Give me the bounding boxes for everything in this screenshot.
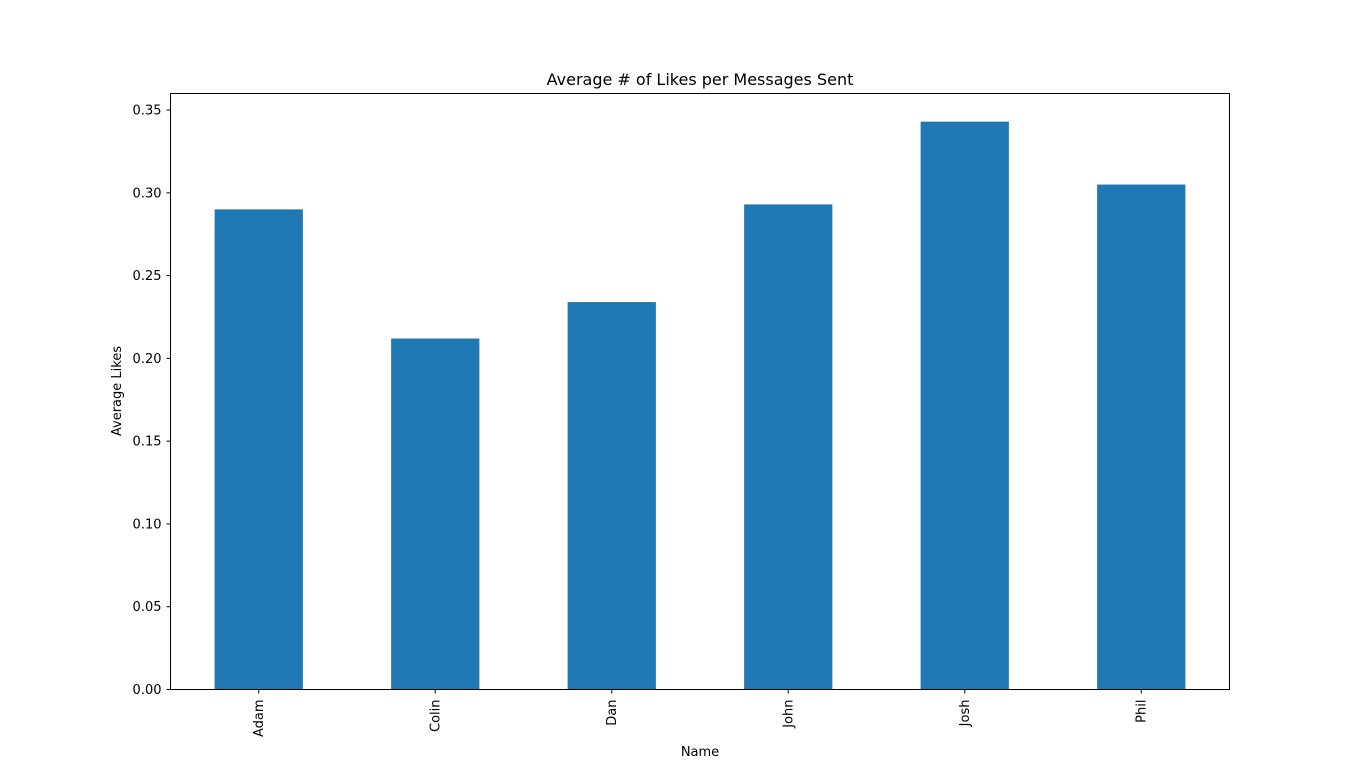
y-tick-label: 0.30 xyxy=(133,186,162,201)
x-tick-label: Adam xyxy=(252,700,267,738)
x-axis-label: Name xyxy=(681,745,719,760)
x-tick-label: Josh xyxy=(958,700,973,728)
y-tick-label: 0.10 xyxy=(133,517,162,532)
bar-phil xyxy=(1097,184,1186,690)
y-axis-label: Average Likes xyxy=(110,346,125,436)
y-tick-label: 0.00 xyxy=(133,683,162,698)
x-axis-ticks: Adam Colin Dan John Josh Phil xyxy=(252,689,1149,738)
bar-john xyxy=(744,204,833,690)
y-axis-ticks: 0.00 0.05 0.10 0.15 0.20 0.25 0.30 0.35 xyxy=(133,104,171,698)
bar-josh xyxy=(920,121,1009,690)
y-tick-label: 0.25 xyxy=(133,269,162,284)
y-tick-label: 0.20 xyxy=(133,352,162,367)
plot-frame xyxy=(170,93,1230,690)
x-tick-label: Dan xyxy=(605,700,620,726)
y-tick-label: 0.05 xyxy=(133,600,162,615)
bar-dan xyxy=(567,302,656,690)
bars-group xyxy=(214,121,1186,690)
bar-colin xyxy=(391,338,480,690)
x-tick-label: Phil xyxy=(1134,700,1149,723)
x-tick-label: John xyxy=(781,700,796,729)
bar-adam xyxy=(214,209,303,690)
chart-title: Average # of Likes per Messages Sent xyxy=(547,70,854,89)
x-tick-label: Colin xyxy=(428,700,443,733)
y-tick-label: 0.15 xyxy=(133,435,162,450)
y-tick-label: 0.35 xyxy=(133,104,162,119)
